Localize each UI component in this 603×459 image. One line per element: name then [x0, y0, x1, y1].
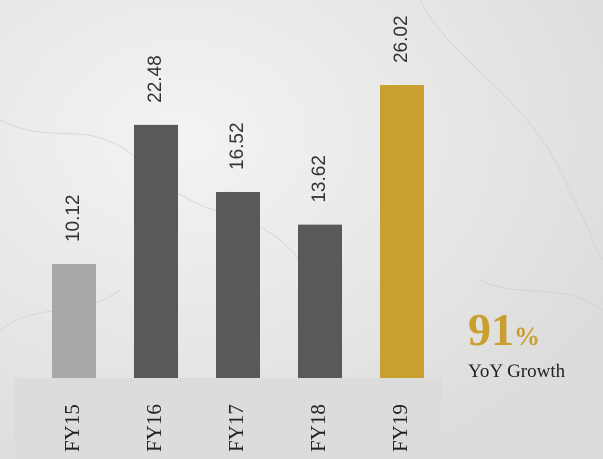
x-tick-label: FY18: [306, 404, 330, 452]
category-band: [14, 378, 442, 459]
value-label: 26.02: [391, 15, 412, 63]
bar: [216, 191, 260, 378]
value-label: 13.62: [309, 155, 330, 203]
value-label: 22.48: [145, 55, 166, 103]
growth-label: YoY Growth: [468, 361, 566, 382]
bar: [52, 264, 96, 378]
value-label: 16.52: [227, 122, 248, 170]
growth-unit: %: [514, 322, 540, 351]
x-tick-label: FY16: [142, 404, 166, 452]
x-tick-label: FY17: [224, 404, 248, 452]
x-tick-label: FY19: [388, 404, 412, 452]
bar: [380, 85, 424, 378]
growth-number: 91: [468, 304, 514, 355]
growth-figure: 91%: [468, 304, 540, 355]
x-tick-label: FY15: [60, 404, 84, 452]
bar: [298, 224, 342, 378]
value-label: 10.12: [63, 195, 84, 243]
bar: [134, 124, 178, 378]
